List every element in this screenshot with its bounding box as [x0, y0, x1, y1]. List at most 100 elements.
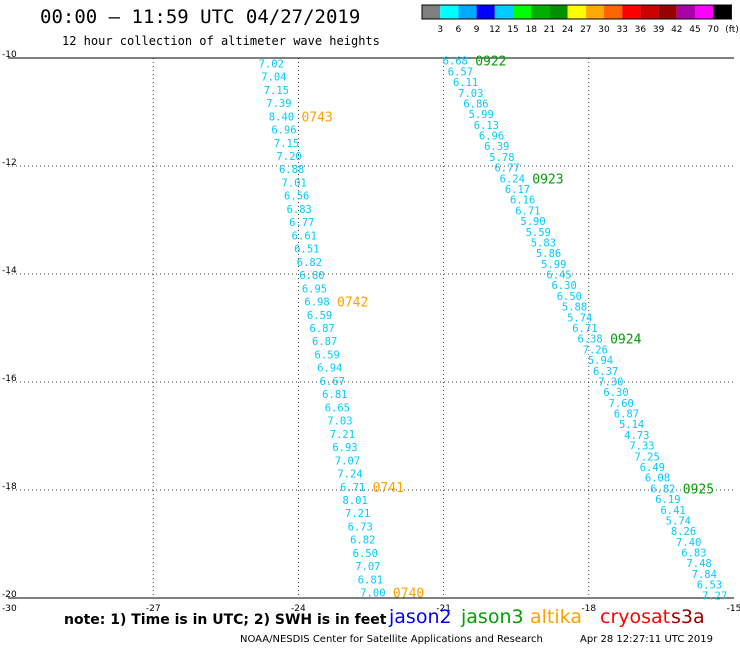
pass-time-label: 0740	[393, 587, 424, 602]
colorbar-label: 42	[671, 25, 682, 35]
y-tick-label: -20	[2, 590, 17, 600]
y-tick-label: -14	[2, 266, 17, 276]
chart-title: 00:00 – 11:59 UTC 04/27/2019	[40, 6, 361, 28]
pass-time-label: 0743	[301, 110, 332, 125]
colorbar-label: 39	[653, 25, 665, 35]
colorbar-swatch	[531, 5, 550, 19]
wave-height-value: 5.83	[531, 237, 556, 249]
wave-height-value: 5.78	[489, 152, 514, 164]
wave-height-value: 5.59	[526, 227, 551, 239]
wave-height-value: 6.87	[312, 336, 337, 348]
colorbar-swatch	[567, 5, 586, 19]
wave-height-value: 6.81	[358, 574, 383, 586]
wave-height-value: 6.94	[317, 363, 342, 375]
wave-height-value: 7.00	[360, 588, 385, 600]
x-tick-label: -27	[146, 604, 161, 614]
wave-height-value: 6.77	[289, 217, 314, 229]
colorbar-swatch	[676, 5, 695, 19]
wave-height-value: 7.01	[282, 177, 307, 189]
wave-height-value: 6.49	[640, 462, 665, 474]
wave-height-value: 4.73	[624, 430, 649, 442]
y-tick-label: -18	[2, 482, 17, 492]
colorbar-label: 45	[689, 25, 700, 35]
colorbar-label: 21	[544, 25, 555, 35]
data-points: 7.027.047.157.398.406.967.157.206.887.01…	[259, 55, 728, 603]
colorbar-swatch	[494, 5, 513, 19]
pass-time-label: 0925	[683, 482, 714, 497]
wave-height-value: 6.82	[350, 535, 375, 547]
wave-height-value: 7.03	[327, 416, 352, 428]
colorbar-label: 9	[474, 25, 480, 35]
y-tick-label: -16	[2, 374, 17, 384]
wave-height-value: 6.59	[307, 310, 332, 322]
colorbar-swatch	[658, 5, 677, 19]
colorbar-swatch	[604, 5, 623, 19]
wave-height-value: 6.95	[302, 283, 327, 295]
wave-height-value: 7.48	[686, 558, 711, 570]
wave-height-value: 8.01	[343, 495, 368, 507]
wave-height-value: 6.17	[505, 184, 530, 196]
footer-timestamp: Apr 28 12:27:11 UTC 2019	[580, 634, 713, 645]
color-legend-bar: 3 6 9 12 15 18 21 24 27 30 33 36 39 42 45 70 (ft)	[421, 4, 739, 35]
pass-time-label: 0923	[532, 172, 563, 187]
wave-height-value: 5.86	[536, 248, 561, 260]
colorbar-label: 36	[635, 25, 647, 35]
colorbar-swatch	[549, 5, 568, 19]
x-tick-label: -15	[727, 604, 740, 614]
wave-height-value: 6.53	[697, 580, 722, 592]
wave-height-value: 6.93	[332, 442, 357, 454]
colorbar-label: 18	[525, 25, 537, 35]
legend-jason3: jason3	[461, 606, 524, 628]
wave-height-value: 5.88	[562, 302, 587, 314]
wave-height-value: 6.71	[340, 482, 365, 494]
wave-height-value: 6.30	[603, 387, 628, 399]
wave-height-value: 7.15	[264, 85, 289, 97]
colorbar-label: 27	[580, 25, 591, 35]
wave-height-value: 5.90	[520, 216, 545, 228]
colorbar-label: 15	[507, 25, 518, 35]
colorbar-label: 70	[707, 25, 719, 35]
wave-height-value: 6.13	[474, 120, 499, 132]
wave-height-value: 5.74	[567, 312, 592, 324]
legend-altika: altika	[530, 606, 582, 628]
wave-height-value: 7.24	[337, 469, 362, 481]
wave-height-value: 6.83	[681, 548, 706, 560]
wave-height-value: 6.71	[515, 205, 540, 217]
wave-height-value: 6.51	[294, 244, 319, 256]
wave-height-value: 5.74	[666, 515, 691, 527]
colorbar-swatch	[713, 5, 732, 19]
wave-height-value: 6.77	[494, 163, 519, 175]
wave-height-value: 7.21	[345, 508, 370, 520]
x-tick-label: -21	[436, 604, 451, 614]
colorbar-swatch	[422, 5, 441, 19]
y-tick-label: -10	[2, 50, 17, 60]
wave-height-value: 6.38	[577, 334, 602, 346]
wave-height-value: 7.21	[330, 429, 355, 441]
wave-height-value: 7.02	[259, 58, 284, 70]
wave-height-value: 6.57	[448, 66, 473, 78]
wave-height-value: 6.96	[479, 131, 504, 143]
colorbar-swatch	[622, 5, 641, 19]
wave-height-value: 6.39	[484, 141, 509, 153]
x-tick-label: -30	[2, 604, 17, 614]
wave-height-value: 7.40	[676, 537, 701, 549]
colorbar-swatch	[695, 5, 714, 19]
wave-height-value: 7.60	[609, 398, 634, 410]
wave-height-value: 7.33	[629, 441, 654, 453]
colorbar-frame	[421, 4, 732, 20]
wave-height-value: 6.65	[325, 402, 350, 414]
wave-height-value: 6.08	[645, 473, 670, 485]
wave-height-value: 5.14	[619, 419, 644, 431]
wave-height-value: 7.20	[276, 151, 301, 163]
wave-height-value: 6.61	[292, 230, 317, 242]
wave-height-value: 6.67	[320, 376, 345, 388]
wave-height-value: 7.27	[702, 590, 727, 602]
wave-height-value: 6.73	[348, 521, 373, 533]
wave-height-value: 6.87	[614, 409, 639, 421]
colorbar-swatch	[476, 5, 495, 19]
wave-height-value: 6.83	[287, 204, 312, 216]
y-tick-label: -12	[2, 158, 17, 168]
wave-height-value: 7.84	[692, 569, 717, 581]
wave-height-value: 8.26	[671, 526, 696, 538]
